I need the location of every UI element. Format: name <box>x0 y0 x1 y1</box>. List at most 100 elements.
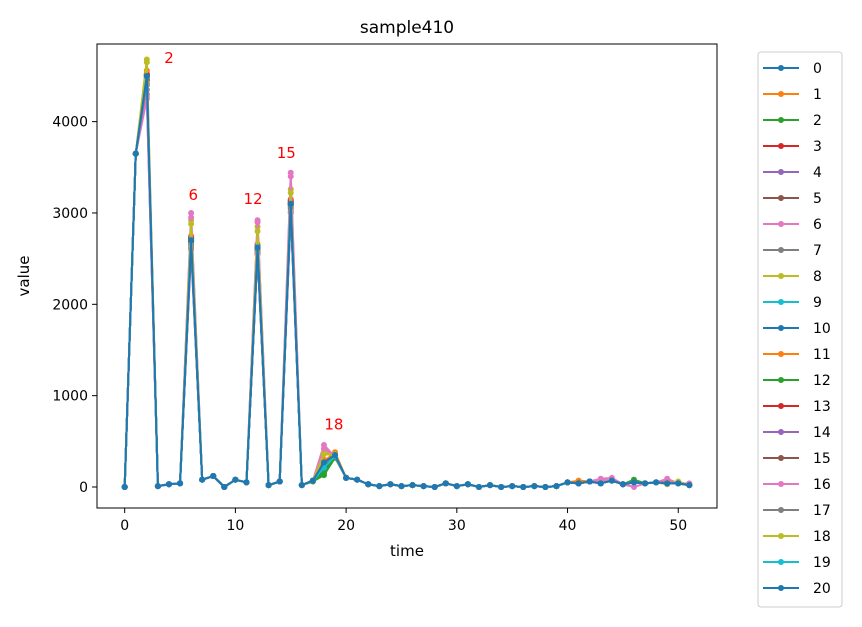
legend-item-1: 1 <box>763 87 822 103</box>
data-point <box>464 481 471 488</box>
legend-item-17: 17 <box>763 503 831 519</box>
series-line-12 <box>123 74 690 488</box>
data-point <box>188 214 195 221</box>
data-point <box>376 483 383 490</box>
legend-label: 5 <box>813 191 822 207</box>
data-point <box>664 480 671 487</box>
data-point <box>332 452 339 459</box>
data-point <box>132 150 139 157</box>
data-point <box>653 479 660 486</box>
x-tick-label: 10 <box>226 518 244 534</box>
x-tick-label: 0 <box>120 518 129 534</box>
peak-annotation: 15 <box>277 144 296 162</box>
legend-marker <box>778 325 784 331</box>
series-line-4 <box>123 93 690 488</box>
legend-item-18: 18 <box>763 529 831 545</box>
legend-item-4: 4 <box>763 165 822 181</box>
x-tick-label: 50 <box>669 518 687 534</box>
data-point <box>409 482 416 489</box>
legend-marker <box>778 221 784 227</box>
x-axis: 0 10 20 30 40 50 <box>120 508 687 534</box>
series-line-2 <box>123 74 690 488</box>
legend-item-19: 19 <box>763 555 831 571</box>
series-line-20 <box>123 74 690 488</box>
data-point <box>475 483 482 490</box>
data-point <box>154 483 161 490</box>
data-point <box>320 445 327 452</box>
legend-item-6: 6 <box>763 217 822 233</box>
legend-item-13: 13 <box>763 399 831 415</box>
series-15 <box>121 76 693 490</box>
legend-label: 3 <box>813 139 822 155</box>
chart-title: sample410 <box>360 18 454 38</box>
data-point <box>564 479 571 486</box>
data-point <box>664 475 671 482</box>
series-16 <box>121 93 693 490</box>
series-line-19 <box>123 75 690 488</box>
series-line-11 <box>123 72 690 488</box>
data-point <box>143 72 150 79</box>
legend-marker <box>778 481 784 487</box>
data-point <box>365 481 372 488</box>
series-line-1 <box>123 69 690 488</box>
series-18 <box>121 59 693 490</box>
legend-label: 13 <box>813 399 831 415</box>
series-line-6 <box>123 97 690 488</box>
legend-marker <box>778 351 784 357</box>
data-point <box>254 228 261 235</box>
data-point <box>177 480 184 487</box>
legend-item-14: 14 <box>763 425 831 441</box>
data-point <box>188 237 195 244</box>
legend-frame <box>757 51 843 608</box>
data-point <box>675 480 682 487</box>
legend-label: 2 <box>813 113 822 129</box>
legend-item-2: 2 <box>763 113 822 129</box>
data-point <box>188 220 195 227</box>
series-17 <box>121 80 693 490</box>
x-tick-label: 40 <box>559 518 577 534</box>
data-point <box>165 481 172 488</box>
legend-item-12: 12 <box>763 373 831 389</box>
series-line-5 <box>123 79 690 488</box>
data-point <box>188 209 195 216</box>
legend-label: 15 <box>813 451 831 467</box>
legend-label: 11 <box>813 347 831 363</box>
legend-label: 9 <box>813 295 822 311</box>
legend-marker <box>778 91 784 97</box>
legend-label: 20 <box>813 581 831 597</box>
legend-label: 6 <box>813 217 822 233</box>
series-line-18 <box>123 61 690 488</box>
legend-label: 16 <box>813 477 831 493</box>
data-point <box>630 479 637 486</box>
data-point <box>232 476 239 483</box>
legend-label: 8 <box>813 269 822 285</box>
y-tick-label: 4000 <box>52 115 88 131</box>
data-point <box>531 483 538 490</box>
data-point <box>487 482 494 489</box>
data-point <box>243 479 250 486</box>
series-line-9 <box>123 75 690 488</box>
peak-annotations: 2 6 12 15 18 <box>164 49 343 433</box>
peak-annotation: 2 <box>164 49 174 67</box>
data-point <box>254 219 261 226</box>
legend-item-20: 20 <box>763 581 831 597</box>
y-tick-label: 3000 <box>52 206 88 222</box>
legend-item-7: 7 <box>763 243 822 259</box>
series-1 <box>121 67 693 490</box>
series-12 <box>121 72 693 490</box>
data-point <box>398 483 405 490</box>
legend-marker <box>778 195 784 201</box>
legend-marker <box>778 143 784 149</box>
data-point <box>320 451 327 458</box>
data-point <box>686 482 693 489</box>
data-point <box>287 200 294 207</box>
series-20 <box>121 72 693 490</box>
legend-marker <box>778 169 784 175</box>
series-line-17 <box>123 82 690 488</box>
legend-marker <box>778 455 784 461</box>
series-line-8 <box>123 58 690 488</box>
data-point <box>453 483 460 490</box>
series-line-7 <box>123 84 690 488</box>
